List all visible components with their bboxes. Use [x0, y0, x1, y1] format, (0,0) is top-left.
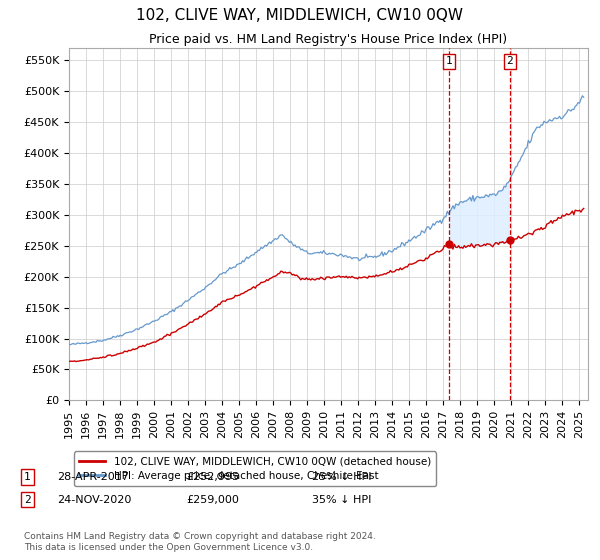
Text: 1: 1 [445, 57, 452, 67]
Text: 25% ↓ HPI: 25% ↓ HPI [312, 472, 371, 482]
Text: 102, CLIVE WAY, MIDDLEWICH, CW10 0QW: 102, CLIVE WAY, MIDDLEWICH, CW10 0QW [137, 8, 464, 24]
Text: 2: 2 [506, 57, 513, 67]
Title: Price paid vs. HM Land Registry's House Price Index (HPI): Price paid vs. HM Land Registry's House … [149, 34, 508, 46]
Text: 28-APR-2017: 28-APR-2017 [57, 472, 129, 482]
Text: 2: 2 [24, 494, 31, 505]
Legend: 102, CLIVE WAY, MIDDLEWICH, CW10 0QW (detached house), HPI: Average price, detac: 102, CLIVE WAY, MIDDLEWICH, CW10 0QW (de… [74, 451, 436, 486]
Text: 24-NOV-2020: 24-NOV-2020 [57, 494, 131, 505]
Text: £252,995: £252,995 [186, 472, 239, 482]
Text: 1: 1 [24, 472, 31, 482]
Text: £259,000: £259,000 [186, 494, 239, 505]
Text: 35% ↓ HPI: 35% ↓ HPI [312, 494, 371, 505]
Text: Contains HM Land Registry data © Crown copyright and database right 2024.
This d: Contains HM Land Registry data © Crown c… [24, 532, 376, 552]
